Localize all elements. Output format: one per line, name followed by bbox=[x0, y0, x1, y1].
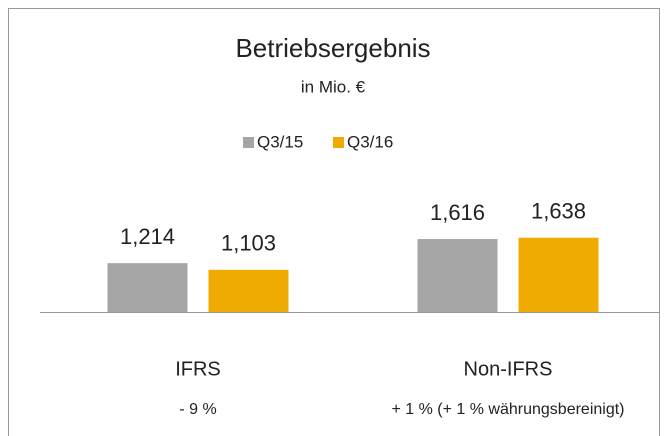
value-label: 1,103 bbox=[221, 231, 276, 256]
value-label: 1,638 bbox=[531, 199, 586, 224]
bar bbox=[208, 269, 289, 312]
value-label: 1,616 bbox=[430, 200, 485, 225]
chart-title: Betriebsergebnis bbox=[235, 33, 430, 63]
legend-label: Q3/16 bbox=[347, 132, 393, 151]
category-note: - 9 % bbox=[179, 401, 216, 418]
legend-swatch bbox=[243, 137, 254, 148]
bar bbox=[107, 263, 188, 312]
legend-label: Q3/15 bbox=[257, 132, 303, 151]
chart-frame bbox=[8, 8, 660, 436]
chart-subtitle: in Mio. € bbox=[301, 77, 366, 96]
legend-swatch bbox=[333, 137, 344, 148]
x-tick-label: IFRS bbox=[175, 358, 221, 380]
bar bbox=[518, 237, 599, 312]
bar bbox=[417, 239, 498, 312]
value-label: 1,214 bbox=[120, 224, 175, 249]
category-note: + 1 % (+ 1 % währungsbereinigt) bbox=[391, 401, 624, 418]
x-tick-label: Non-IFRS bbox=[464, 358, 553, 380]
